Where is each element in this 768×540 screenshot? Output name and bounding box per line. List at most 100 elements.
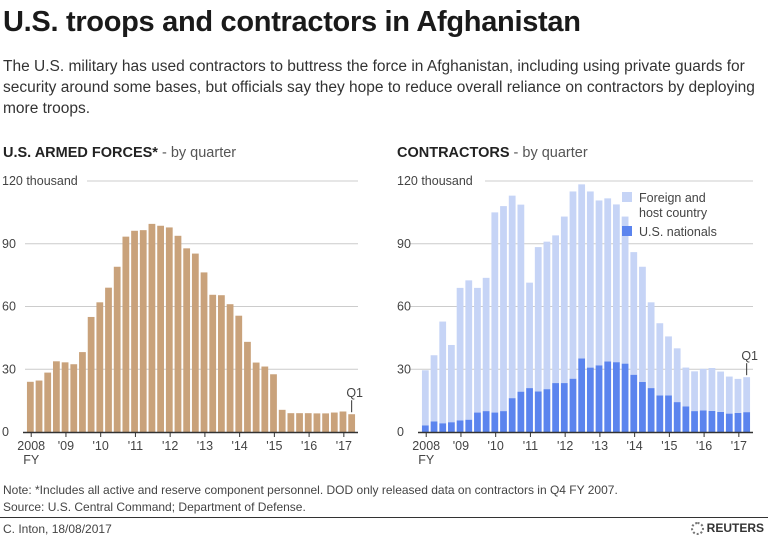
bar bbox=[235, 315, 243, 432]
bar-foreign-host bbox=[526, 282, 533, 389]
bar-us-nationals bbox=[534, 391, 542, 432]
bar-us-nationals bbox=[734, 412, 742, 432]
bar-foreign-host bbox=[517, 204, 525, 392]
bar bbox=[174, 235, 182, 432]
bar-foreign-host bbox=[682, 367, 690, 407]
bar-foreign-host bbox=[639, 266, 646, 383]
x-tick-label: '11 bbox=[523, 439, 538, 453]
reuters-logo: REUTERS bbox=[690, 521, 764, 535]
bar-foreign-host bbox=[613, 204, 620, 363]
bar bbox=[261, 366, 269, 432]
bar-us-nationals bbox=[682, 406, 690, 432]
bar bbox=[61, 362, 69, 432]
bar-us-nationals bbox=[552, 383, 559, 432]
x-tick-label: '14 bbox=[626, 439, 642, 453]
bar-us-nationals bbox=[560, 383, 568, 432]
bar bbox=[183, 248, 191, 432]
bar-foreign-host bbox=[586, 191, 594, 368]
bar-foreign-host bbox=[743, 377, 751, 413]
bar bbox=[105, 287, 112, 432]
credit: C. Inton, 18/08/2017 bbox=[3, 522, 112, 536]
y-tick-label: 60 bbox=[397, 300, 411, 314]
bar bbox=[226, 304, 234, 432]
bar-us-nationals bbox=[491, 412, 499, 432]
bar-foreign-host bbox=[534, 247, 542, 392]
x-tick-sublabel: FY bbox=[418, 453, 435, 467]
bar bbox=[278, 409, 286, 432]
x-tick-label: '16 bbox=[696, 439, 712, 453]
reuters-logo-icon bbox=[690, 521, 704, 535]
bar bbox=[322, 413, 329, 432]
bar-us-nationals bbox=[586, 367, 594, 432]
bar bbox=[330, 412, 338, 432]
bar-us-nationals bbox=[639, 382, 646, 432]
left-chart-heading: U.S. ARMED FORCES* bbox=[3, 145, 158, 161]
bar-foreign-host bbox=[439, 321, 447, 424]
bar bbox=[148, 223, 156, 432]
bar bbox=[191, 253, 199, 432]
x-tick-label: '17 bbox=[336, 439, 352, 453]
x-tick-label: '13 bbox=[197, 439, 213, 453]
bar-us-nationals bbox=[421, 425, 429, 432]
bar-us-nationals bbox=[569, 378, 577, 432]
bar-us-nationals bbox=[647, 388, 655, 432]
y-tick-label: 90 bbox=[2, 237, 16, 251]
y-tick-label: 30 bbox=[397, 362, 411, 376]
footnote: Note: *Includes all active and reserve c… bbox=[3, 483, 618, 497]
bar-foreign-host bbox=[621, 216, 629, 364]
legend-label-foreign-line2: host country bbox=[639, 206, 708, 220]
bar-us-nationals bbox=[630, 374, 638, 432]
bar-foreign-host bbox=[578, 184, 586, 359]
y-tick-label: 30 bbox=[2, 362, 16, 376]
bar-foreign-host bbox=[734, 378, 742, 413]
x-tick-label: '10 bbox=[488, 439, 504, 453]
bar-us-nationals bbox=[665, 395, 672, 432]
bar-us-nationals bbox=[439, 423, 447, 432]
bar-foreign-host bbox=[699, 368, 707, 411]
x-tick-label: '17 bbox=[731, 439, 747, 453]
bar-foreign-host bbox=[491, 212, 499, 413]
x-tick-label: '09 bbox=[58, 439, 74, 453]
notes: Note: *Includes all active and reserve c… bbox=[3, 482, 618, 516]
bar-foreign-host bbox=[560, 216, 568, 384]
bar-us-nationals bbox=[456, 420, 464, 432]
bar-us-nationals bbox=[656, 395, 664, 432]
x-tick-label: '10 bbox=[93, 439, 109, 453]
bar bbox=[304, 413, 312, 432]
bar-foreign-host bbox=[482, 277, 490, 412]
charts-svg: 0 30 60 90 120 thousand 2008 '09 '10 '11 '12 '13 '1… bbox=[2, 174, 758, 467]
bar-foreign-host bbox=[630, 252, 638, 375]
annotation-q1: Q1 bbox=[346, 386, 363, 400]
bar bbox=[296, 413, 303, 432]
bar-us-nationals bbox=[673, 402, 681, 432]
y-tick-label: 0 bbox=[2, 425, 9, 439]
legend-swatch-foreign bbox=[622, 192, 632, 202]
bar-us-nationals bbox=[613, 362, 620, 432]
bar-us-nationals bbox=[543, 389, 551, 432]
y-tick-label: 90 bbox=[397, 237, 411, 251]
bar bbox=[70, 364, 78, 432]
subtitle: The U.S. military has used contractors t… bbox=[3, 58, 755, 117]
bar bbox=[113, 266, 121, 432]
x-tick-label: '09 bbox=[453, 439, 469, 453]
x-tick-label: 2008 bbox=[412, 439, 440, 453]
bar-foreign-host bbox=[500, 206, 507, 412]
bar-foreign-host bbox=[708, 367, 716, 411]
bar-us-nationals bbox=[621, 363, 629, 432]
bar-foreign-host bbox=[665, 336, 672, 396]
bar bbox=[79, 352, 86, 432]
bar bbox=[26, 381, 34, 432]
bar bbox=[209, 294, 217, 432]
reuters-logo-text: REUTERS bbox=[706, 521, 764, 535]
annotation-q1: Q1 bbox=[741, 349, 758, 363]
y-tick-label: 0 bbox=[397, 425, 404, 439]
bar bbox=[339, 411, 347, 432]
bar bbox=[157, 225, 164, 432]
bar-foreign-host bbox=[725, 376, 733, 414]
bar bbox=[139, 230, 147, 432]
x-tick-label: '15 bbox=[661, 439, 677, 453]
bar bbox=[244, 341, 251, 432]
right-chart-subheading: - by quarter bbox=[509, 145, 588, 161]
bar-us-nationals bbox=[725, 413, 733, 432]
